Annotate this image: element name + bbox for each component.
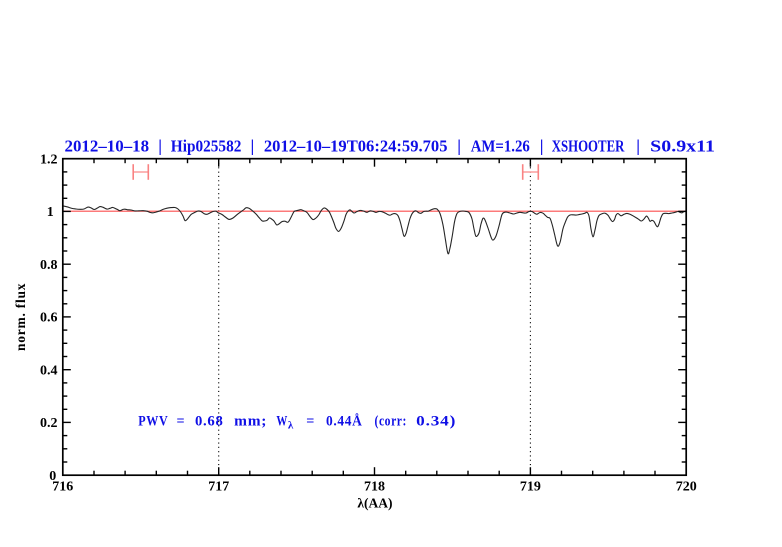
svg-text:2012–10–18|Hip025582|2012–10–1: 2012–10–18 | Hip025582 | 2012–10–19T06:24:59… [65,137,716,156]
svg-text:0.8: 0.8 [40,258,58,273]
svg-text:1.2: 1.2 [40,152,58,167]
svg-text:717: 717 [208,480,229,495]
svg-text:0.4: 0.4 [40,363,58,378]
svg-text:0.6: 0.6 [40,311,58,326]
svg-text:norm. flux: norm. flux [13,283,28,351]
svg-text:0.2: 0.2 [40,416,58,431]
svg-text:719: 719 [520,480,541,495]
svg-text:718: 718 [364,480,385,495]
svg-text:716: 716 [52,480,73,495]
svg-text:720: 720 [676,480,697,495]
svg-text:1: 1 [47,205,54,220]
svg-text:0: 0 [49,469,56,484]
svg-text:λ(AA): λ(AA) [357,496,392,511]
